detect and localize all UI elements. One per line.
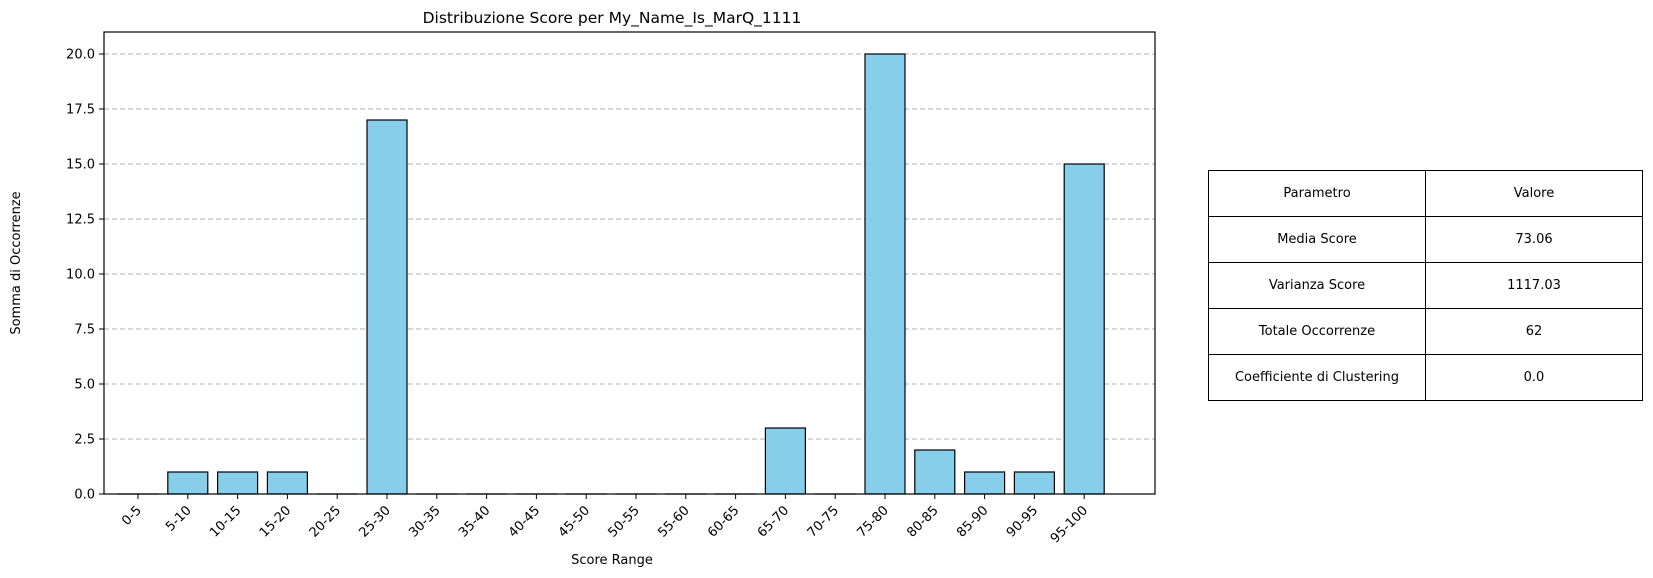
x-tick-label: 25-30	[357, 503, 394, 540]
table-cell-param: Varianza Score	[1208, 262, 1426, 309]
x-tick-label: 15-20	[257, 503, 294, 540]
x-tick-label: 35-40	[456, 503, 493, 540]
table-header-param: Parametro	[1208, 170, 1426, 217]
table-header-row: Parametro Valore	[1208, 170, 1643, 217]
table-cell-value: 73.06	[1425, 216, 1643, 263]
table-cell-param: Coefficiente di Clustering	[1208, 354, 1426, 401]
bar-15-20	[266, 471, 308, 495]
table-row: Totale Occorrenze 62	[1208, 308, 1643, 355]
x-tick-label: 40-45	[506, 503, 543, 540]
y-axis-label: Somma di Occorrenze	[9, 191, 24, 334]
table-header-value: Valore	[1425, 170, 1643, 217]
x-tick-label: 95-100	[1048, 503, 1091, 546]
table-cell-value: 1117.03	[1425, 262, 1643, 309]
bar-10-15	[217, 471, 259, 495]
y-axis: 0.0 2.5 5.0 7.5 10.0 12.5 15.0 17.5 20.0	[66, 48, 104, 503]
bar-75-80	[864, 53, 906, 495]
bar-80-85	[914, 449, 956, 495]
y-tick-label: 7.5	[74, 323, 95, 338]
x-tick-label: 55-60	[655, 503, 692, 540]
y-tick-label: 10.0	[66, 268, 95, 283]
x-tick-label: 80-85	[904, 503, 941, 540]
table-cell-value: 62	[1425, 308, 1643, 355]
table-row: Coefficiente di Clustering 0.0	[1208, 354, 1643, 401]
x-tick-label: 65-70	[755, 503, 792, 540]
x-tick-label: 75-80	[855, 503, 892, 540]
x-axis-label: Score Range	[571, 553, 653, 568]
y-tick-label: 15.0	[66, 158, 95, 173]
x-tick-label: 0-5	[119, 503, 145, 529]
bar-85-90	[963, 471, 1006, 495]
x-tick-label: 20-25	[307, 503, 344, 540]
bar-25-30	[366, 119, 408, 495]
table-cell-param: Media Score	[1208, 216, 1426, 263]
y-tick-label: 5.0	[74, 378, 95, 393]
y-tick-label: 12.5	[66, 213, 95, 228]
table-cell-param: Totale Occorrenze	[1208, 308, 1426, 355]
x-tick-label: 5-10	[163, 503, 194, 534]
y-tick-label: 20.0	[66, 48, 95, 63]
bar-90-95	[1013, 471, 1056, 495]
y-tick-label: 17.5	[66, 103, 95, 118]
y-tick-label: 0.0	[74, 488, 95, 503]
stats-table: Parametro Valore Media Score 73.06 Varia…	[1208, 170, 1643, 401]
x-tick-label: 90-95	[1004, 503, 1041, 540]
grid-lines	[104, 53, 1155, 495]
x-tick-label: 70-75	[805, 503, 842, 540]
chart-title: Distribuzione Score per My_Name_Is_MarQ_…	[423, 9, 802, 28]
x-tick-label: 60-65	[705, 503, 742, 540]
bar-65-70	[764, 427, 807, 495]
x-tick-label: 85-90	[954, 503, 991, 540]
bar-5-10	[167, 471, 209, 495]
bar-95-100	[1063, 163, 1105, 495]
table-row: Varianza Score 1117.03	[1208, 262, 1643, 309]
x-tick-label: 30-35	[406, 503, 443, 540]
plot-frame	[103, 31, 1156, 495]
x-tick-label: 10-15	[207, 503, 244, 540]
x-tick-label: 50-55	[606, 503, 643, 540]
table-cell-value: 0.0	[1425, 354, 1643, 401]
x-tick-label: 45-50	[556, 503, 593, 540]
table-row: Media Score 73.06	[1208, 216, 1643, 263]
x-axis: 0-5 5-10 10-15 15-20 20-25 25-30 30-35 35-40 40-…	[119, 494, 1091, 546]
y-tick-label: 2.5	[74, 433, 95, 448]
